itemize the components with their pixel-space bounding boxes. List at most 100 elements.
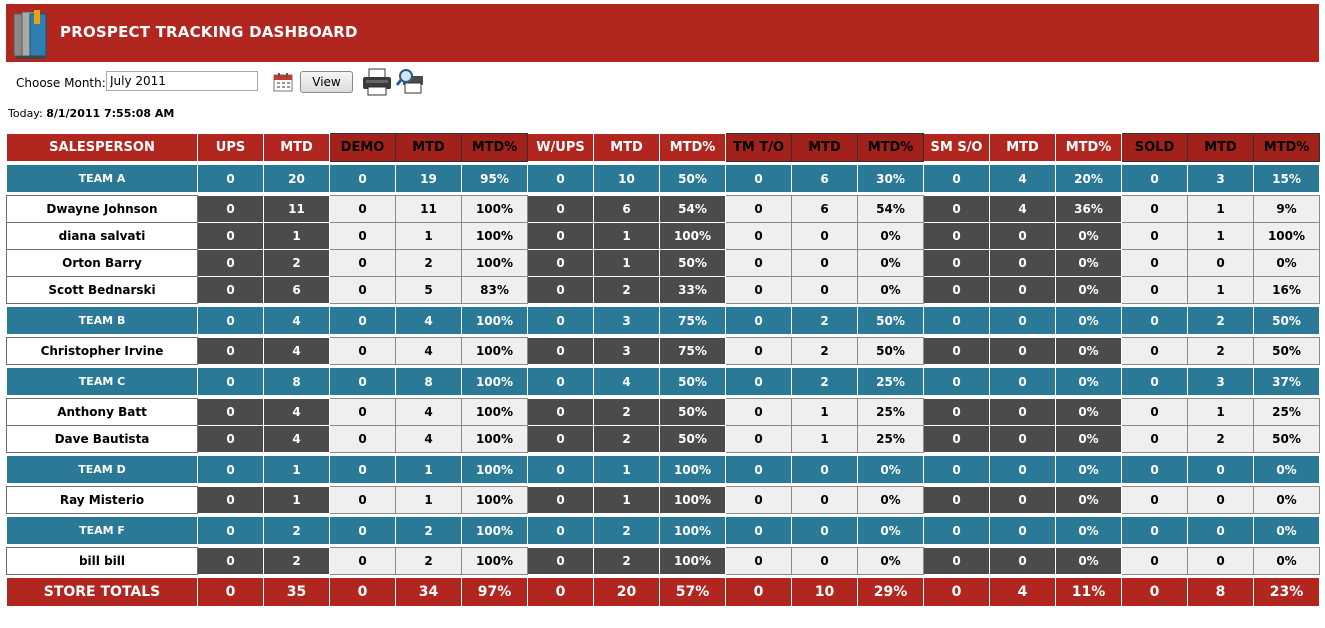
column-header: MTD [1187,133,1254,162]
table-cell: 0% [1253,547,1320,575]
team-cell: 0 [923,516,990,545]
total-cell: 4 [989,577,1056,607]
team-row: TEAM D 0 1 0 1 100% 0 1 100% 0 0 0% 0 0 0% 0 0 0% [6,455,1320,484]
team-cell: 10 [593,164,660,193]
table-cell: 1 [263,486,330,514]
row-spacer [6,544,1320,548]
table-cell: 1 [791,398,858,426]
salesperson-row: Ray Misterio 0 1 0 1 100% 0 1 100% 0 0 0% 0 0 0% 0 0 0% [6,486,1320,514]
team-cell: 50% [857,306,924,335]
salesperson-name: diana salvati [6,222,198,250]
table-cell: 16% [1253,276,1320,304]
table-cell: 0 [791,486,858,514]
team-cell: 0 [725,455,792,484]
team-cell: 0 [989,306,1056,335]
table-cell: 0 [923,276,990,304]
salesperson-name: Christopher Irvine [6,337,198,365]
salesperson-row: Anthony Batt 0 4 0 4 100% 0 2 50% 0 1 25% 0 0 0% 0 1 25% [6,398,1320,426]
table-cell: 0 [527,398,594,426]
table-cell: 0 [527,547,594,575]
team-cell: 0 [989,367,1056,396]
table-cell: 2 [395,547,462,575]
total-cell: 11% [1055,577,1122,607]
team-cell: 20 [263,164,330,193]
table-cell: 54% [659,195,726,223]
table-cell: 0 [197,276,264,304]
total-cell: 0 [197,577,264,607]
total-cell: 20 [593,577,660,607]
store-totals-row: STORE TOTALS 0 35 0 34 97% 0 20 57% 0 10 29% 0 4 11% 0 8… [6,577,1320,607]
spacer-cell [6,574,1320,578]
team-cell: 1 [263,455,330,484]
row-spacer [6,452,1320,456]
team-cell: 0% [1055,306,1122,335]
salesperson-name: Dwayne Johnson [6,195,198,223]
team-cell: 0 [329,516,396,545]
team-cell: 100% [461,516,528,545]
table-cell: 0 [329,222,396,250]
table-cell: 11 [395,195,462,223]
team-cell: 0% [1055,516,1122,545]
table-cell: 0 [989,337,1056,365]
table-cell: 0 [1121,425,1188,453]
table-cell: 2 [1187,337,1254,365]
store-totals-label: STORE TOTALS [6,577,198,607]
team-cell: 0 [1121,367,1188,396]
row-spacer [6,334,1320,338]
table-cell: 0% [1055,398,1122,426]
table-cell: 0 [527,486,594,514]
table-cell: 0 [791,249,858,277]
table-cell: 0 [527,195,594,223]
table-cell: 0 [923,547,990,575]
team-row: TEAM A 0 20 0 19 95% 0 10 50% 0 6 30% 0 4 20% 0 3 15% [6,164,1320,193]
table-cell: 54% [857,195,924,223]
team-cell: 0 [329,455,396,484]
print-preview-icon[interactable] [396,68,426,96]
team-cell: 0 [329,164,396,193]
team-cell: 0 [329,306,396,335]
table-cell: 83% [461,276,528,304]
table-cell: 25% [1253,398,1320,426]
table-cell: 0 [923,486,990,514]
table-cell: 0 [725,222,792,250]
total-cell: 57% [659,577,726,607]
team-cell: 0 [923,367,990,396]
team-cell: 0% [1253,516,1320,545]
team-cell: 0 [1187,516,1254,545]
table-cell: 0 [989,249,1056,277]
table-cell: 0% [1055,425,1122,453]
table-cell: 0% [857,486,924,514]
team-cell: 2 [263,516,330,545]
column-header: DEMO [329,133,396,162]
today-label: Today: [8,107,43,120]
table-cell: 1 [395,222,462,250]
month-input[interactable] [106,71,258,91]
title-bar: PROSPECT TRACKING DASHBOARD [6,4,1319,62]
table-cell: 0 [1187,249,1254,277]
table-cell: 0 [923,398,990,426]
table-cell: 0 [1187,547,1254,575]
table-cell: 50% [659,425,726,453]
table-cell: 0 [725,486,792,514]
team-cell: 0 [1121,306,1188,335]
team-cell: 0 [527,516,594,545]
table-cell: 6 [263,276,330,304]
column-header: SOLD [1121,133,1188,162]
team-cell: 30% [857,164,924,193]
table-cell: 0 [1121,276,1188,304]
table-cell: 100% [461,195,528,223]
team-cell: 0 [527,367,594,396]
team-cell: 0% [857,516,924,545]
table-cell: 0% [1055,486,1122,514]
total-cell: 34 [395,577,462,607]
table-cell: 5 [395,276,462,304]
team-cell: 100% [659,516,726,545]
view-button[interactable]: View [300,71,353,93]
row-spacer [6,192,1320,196]
table-cell: 100% [461,222,528,250]
calendar-icon[interactable] [273,72,293,92]
printer-icon[interactable] [362,68,392,96]
table-cell: 100% [461,547,528,575]
team-cell: 0% [1055,455,1122,484]
table-cell: 0% [1253,486,1320,514]
